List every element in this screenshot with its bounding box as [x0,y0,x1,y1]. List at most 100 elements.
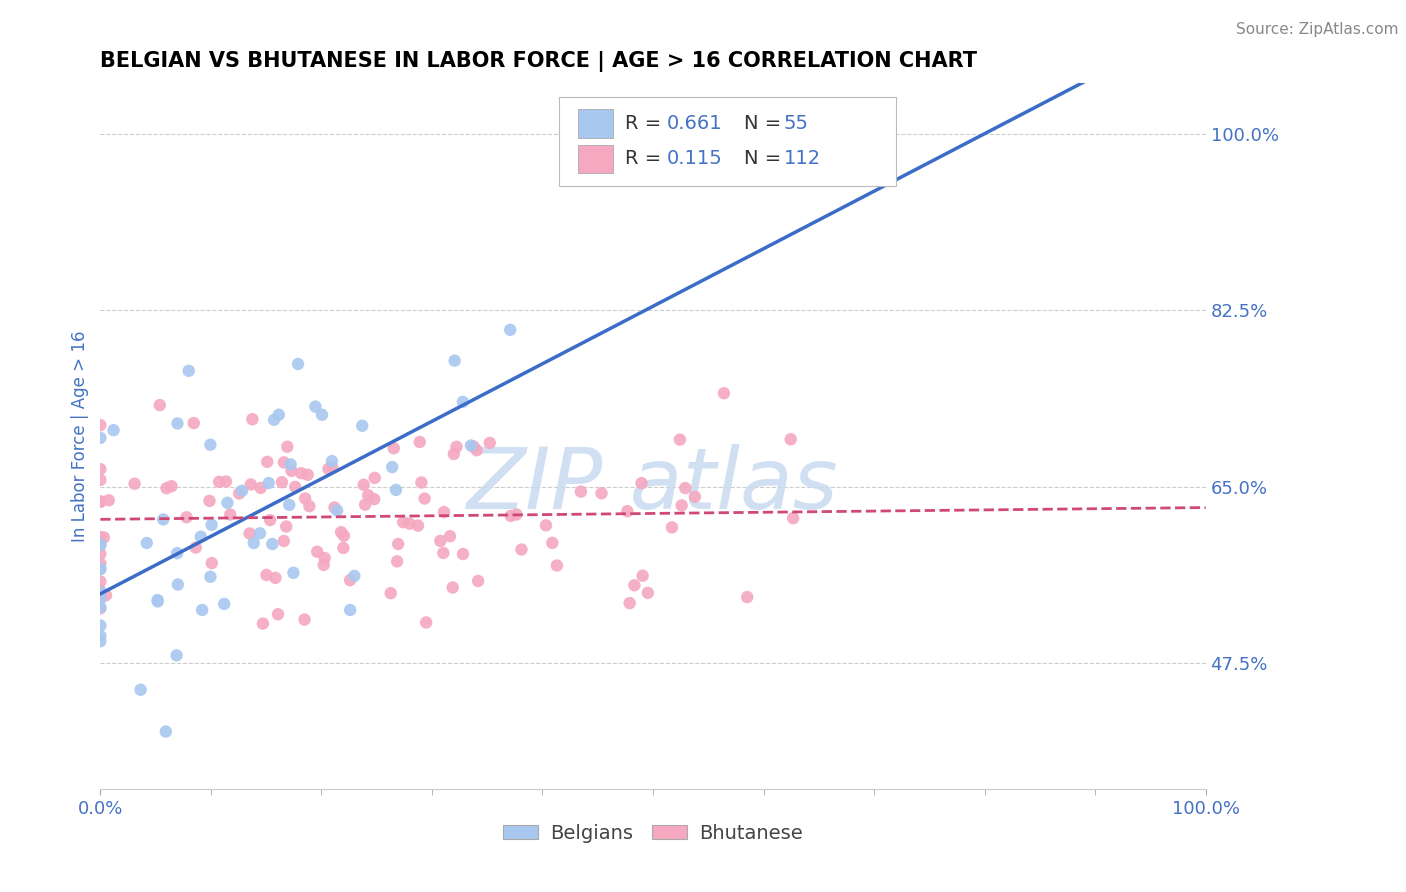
Point [267,607,290,622]
Point [439,529,461,543]
Point [333,529,356,543]
Point [441,581,464,595]
Point [330,525,353,540]
Point [409,434,432,449]
Point [166,577,188,591]
Point [155,481,177,495]
Point [184,541,207,555]
Point [94,588,117,602]
Point [256,568,278,582]
Point [176,510,198,524]
Point [343,569,366,583]
Point [669,433,692,447]
Point [354,498,377,512]
Point [411,475,433,490]
Point [89,591,111,606]
Text: R =: R = [626,114,668,133]
Point [89,473,111,487]
Point [89,530,111,544]
Point [616,504,638,518]
Point [249,526,271,541]
Point [239,526,262,541]
Point [252,616,274,631]
Point [89,462,111,476]
FancyBboxPatch shape [560,97,896,186]
Point [273,534,295,549]
Point [465,443,488,458]
Point [433,505,456,519]
Point [262,537,284,551]
Point [446,440,468,454]
Point [510,542,533,557]
Point [298,499,321,513]
Point [264,571,287,585]
Point [398,516,420,531]
Point [183,416,205,430]
Point [93,531,115,545]
Point [339,603,361,617]
Point [191,603,214,617]
Point [307,545,329,559]
Point [661,520,683,534]
Point [201,556,224,570]
Point [249,481,271,495]
Point [499,508,522,523]
Point [463,440,485,454]
Point [135,536,157,550]
Point [149,398,172,412]
Point [290,466,312,480]
Point [321,454,343,468]
Point [228,486,250,500]
Point [713,386,735,401]
Point [242,536,264,550]
Point [392,515,415,529]
Point [200,517,222,532]
FancyBboxPatch shape [578,145,613,173]
Point [451,547,474,561]
Text: N =: N = [744,114,787,133]
Point [443,353,465,368]
Text: N =: N = [744,149,787,169]
Point [406,518,429,533]
Point [363,492,385,507]
Point [97,493,120,508]
Point [413,491,436,506]
Point [460,438,482,452]
Point [779,432,801,446]
Point [200,438,222,452]
Point [357,488,380,502]
Point [546,558,568,573]
Point [321,460,343,475]
Point [429,533,451,548]
Point [451,395,474,409]
Text: 55: 55 [783,114,808,133]
Point [280,464,302,478]
Point [467,574,489,588]
Point [294,491,316,506]
Point [124,476,146,491]
Point [89,495,111,509]
Point [129,682,152,697]
Point [671,499,693,513]
Point [591,486,613,500]
Point [385,554,408,568]
Point [326,503,349,517]
Point [208,475,231,489]
Point [89,418,111,433]
Point [89,562,111,576]
Point [683,490,706,504]
Legend: Belgians, Bhutanese: Belgians, Bhutanese [503,824,803,843]
Point [89,431,111,445]
Point [332,541,354,555]
Point [89,547,111,561]
Point [278,498,301,512]
Point [294,613,316,627]
Point [166,648,188,663]
Point [432,546,454,560]
Point [259,513,281,527]
Point [257,476,280,491]
Point [89,574,111,589]
Point [239,477,262,491]
Point [89,584,111,599]
Point [673,481,696,495]
